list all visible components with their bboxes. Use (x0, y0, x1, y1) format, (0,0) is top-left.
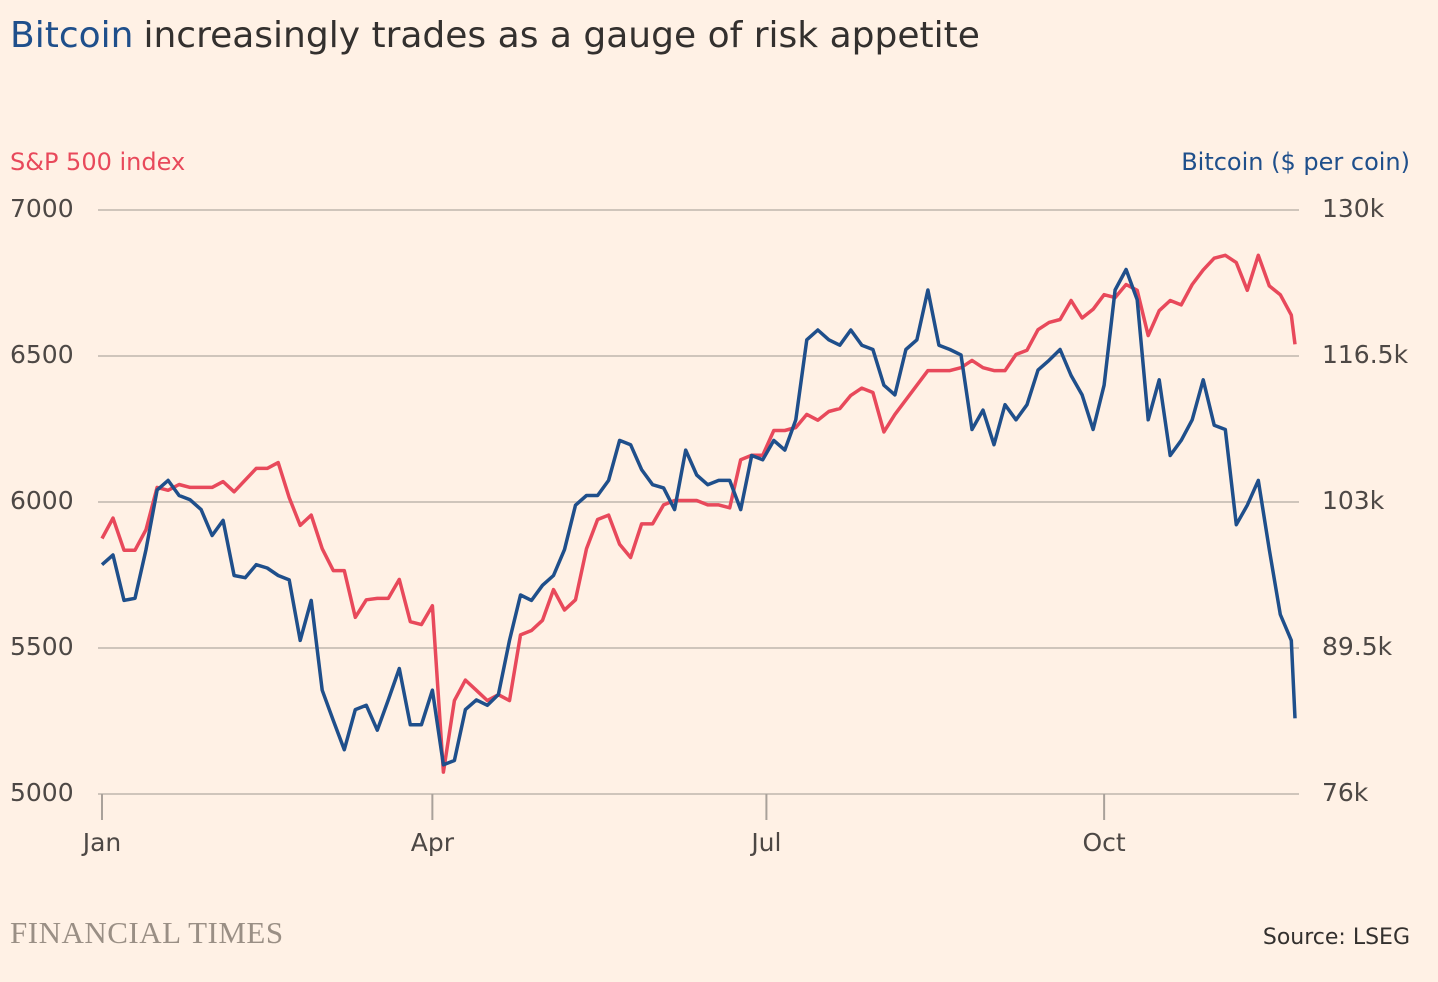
y2-axis-label: Bitcoin ($ per coin) (1181, 148, 1410, 176)
y-tick-label: 6500 (10, 340, 74, 369)
y-tick-label: 6000 (10, 486, 74, 515)
y2-tick-label: 76k (1322, 778, 1369, 807)
y-tick-label: 5500 (10, 632, 74, 661)
y-tick-label: 7000 (10, 194, 74, 223)
title-highlight: Bitcoin (10, 15, 133, 56)
y2-tick-label: 103k (1322, 486, 1385, 515)
y-tick-label: 5000 (10, 778, 74, 807)
source: Source: LSEG (1263, 925, 1410, 950)
x-tick-label: Jan (81, 828, 122, 857)
y2-tick-label: 116.5k (1322, 340, 1409, 369)
x-tick-label: Jul (749, 828, 781, 857)
x-tick-label: Apr (411, 828, 455, 857)
y2-tick-label: 89.5k (1322, 632, 1393, 661)
x-tick-label: Oct (1083, 828, 1126, 857)
series-line (100, 267, 1297, 767)
title-rest: increasingly trades as a gauge of risk a… (143, 15, 979, 56)
y2-tick-label: 130k (1322, 194, 1385, 223)
series-line (100, 253, 1297, 774)
chart-title: Bitcoin increasingly trades as a gauge of… (10, 15, 980, 56)
publisher: FINANCIAL TIMES (10, 915, 284, 950)
y-axis-label: S&P 500 index (10, 148, 185, 176)
